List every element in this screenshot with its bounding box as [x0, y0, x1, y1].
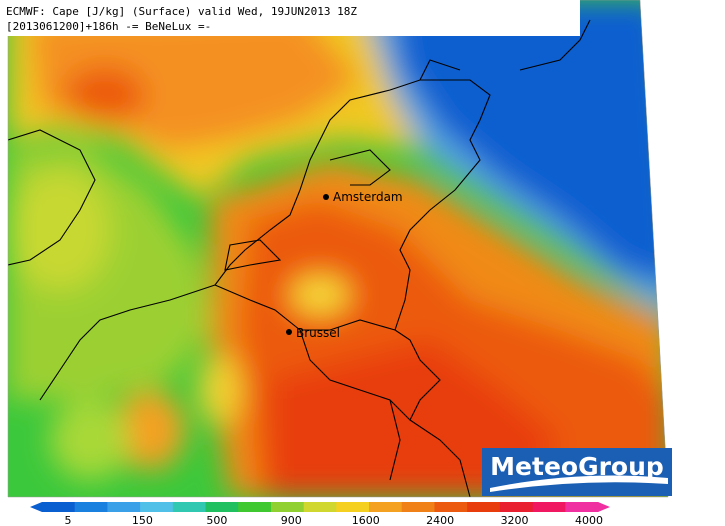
- colorbar-label: 2400: [426, 514, 454, 526]
- colorbar-cell: [565, 502, 599, 512]
- colorbar-cell: [270, 502, 305, 512]
- city-label: Brussel: [296, 326, 340, 340]
- colorbar-arrow: [598, 502, 610, 512]
- city-dot: [323, 194, 329, 200]
- colorbar-cell: [467, 502, 501, 512]
- colorbar-label: 900: [281, 514, 302, 526]
- borders: [8, 19, 591, 497]
- colorbar-cell: [107, 502, 141, 512]
- colorbar-cell: [42, 502, 76, 512]
- colorbar-cell: [74, 502, 108, 512]
- colorbar-cell: [303, 502, 337, 512]
- logo: MeteoGroup: [482, 448, 672, 496]
- colorbar-cell: [172, 502, 207, 512]
- header-line: ECMWF: Cape [J/kg] (Surface) valid Wed, …: [6, 5, 357, 18]
- colorbar-cell: [369, 502, 403, 512]
- colorbar-cell: [336, 502, 370, 512]
- colorbar-label: 150: [132, 514, 153, 526]
- header-box: [0, 0, 580, 36]
- city-dot: [286, 329, 292, 335]
- colorbar-label: 5: [65, 514, 72, 526]
- colorbar: 5 150 500 900 1600 2400 3200 4000: [30, 502, 610, 526]
- colorbar-cell: [238, 502, 272, 512]
- colorbar-cell: [401, 502, 435, 512]
- colorbar-label: 500: [206, 514, 227, 526]
- colorbar-cell: [532, 502, 566, 512]
- logo-text: MeteoGroup: [490, 452, 664, 481]
- colorbar-label: 4000: [575, 514, 603, 526]
- colorbar-cell: [434, 502, 468, 512]
- colorbar-cell: [205, 502, 239, 512]
- city-label: Amsterdam: [333, 190, 403, 204]
- colorbar-arrow: [30, 502, 42, 512]
- colorbar-label: 1600: [352, 514, 380, 526]
- colorbar-cell: [499, 502, 534, 512]
- colorbar-cell: [140, 502, 174, 512]
- colorbar-label: 3200: [501, 514, 529, 526]
- header-line: [2013061200]+186h -= BeNeLux =-: [6, 20, 211, 33]
